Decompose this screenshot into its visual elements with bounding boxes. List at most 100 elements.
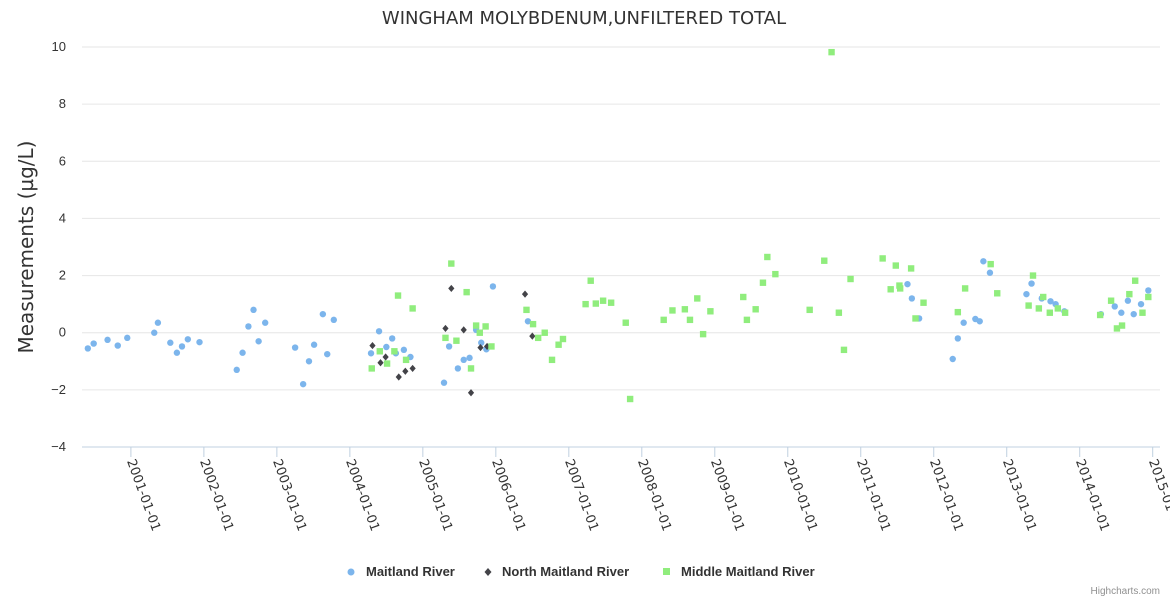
data-point[interactable]: [369, 341, 376, 350]
data-point[interactable]: [994, 290, 1001, 297]
data-point[interactable]: [669, 307, 676, 314]
data-point[interactable]: [555, 341, 562, 348]
data-point[interactable]: [291, 344, 299, 351]
data-point[interactable]: [324, 350, 331, 358]
data-point[interactable]: [694, 295, 701, 302]
data-point[interactable]: [196, 338, 203, 346]
data-point[interactable]: [482, 323, 489, 330]
data-point[interactable]: [559, 335, 567, 343]
data-point[interactable]: [305, 358, 313, 365]
data-point[interactable]: [383, 343, 390, 351]
data-point[interactable]: [454, 365, 462, 372]
data-point[interactable]: [896, 285, 904, 292]
data-point[interactable]: [1054, 305, 1062, 312]
legend-item-maitland[interactable]: Maitland River: [347, 564, 455, 579]
data-point[interactable]: [949, 355, 956, 363]
data-point[interactable]: [376, 348, 383, 355]
data-point[interactable]: [104, 336, 111, 344]
data-point[interactable]: [607, 299, 615, 306]
data-point[interactable]: [828, 48, 835, 56]
data-point[interactable]: [409, 305, 416, 312]
data-point[interactable]: [960, 319, 967, 326]
data-point[interactable]: [548, 356, 556, 364]
data-point[interactable]: [529, 320, 537, 328]
data-point[interactable]: [699, 330, 707, 338]
data-point[interactable]: [472, 322, 480, 329]
data-point[interactable]: [1131, 277, 1139, 284]
data-point[interactable]: [400, 346, 408, 354]
data-point[interactable]: [114, 342, 121, 349]
data-point[interactable]: [987, 260, 994, 268]
data-point[interactable]: [255, 338, 262, 345]
data-point[interactable]: [954, 308, 962, 316]
data-point[interactable]: [681, 306, 689, 313]
data-point[interactable]: [1145, 287, 1152, 294]
data-point[interactable]: [1096, 311, 1104, 319]
data-point[interactable]: [1124, 297, 1132, 304]
data-point[interactable]: [463, 288, 470, 296]
data-point[interactable]: [1035, 305, 1043, 312]
data-point[interactable]: [912, 315, 919, 322]
legend-item-north-maitland[interactable]: North Maitland River: [484, 564, 630, 579]
data-point[interactable]: [377, 359, 384, 367]
data-point[interactable]: [477, 343, 484, 352]
data-point[interactable]: [821, 257, 828, 264]
data-point[interactable]: [976, 318, 983, 325]
data-point[interactable]: [391, 348, 398, 355]
data-point[interactable]: [178, 343, 186, 350]
data-point[interactable]: [920, 299, 927, 306]
data-point[interactable]: [261, 319, 269, 326]
data-point[interactable]: [1139, 309, 1146, 316]
data-point[interactable]: [460, 356, 467, 364]
data-point[interactable]: [367, 350, 375, 357]
data-point[interactable]: [440, 379, 448, 386]
data-point[interactable]: [488, 343, 495, 350]
data-point[interactable]: [954, 335, 962, 342]
data-point[interactable]: [368, 365, 375, 372]
data-point[interactable]: [1023, 290, 1030, 298]
data-point[interactable]: [980, 258, 987, 265]
data-point[interactable]: [847, 275, 854, 283]
data-point[interactable]: [375, 328, 383, 335]
data-point[interactable]: [382, 353, 389, 361]
data-point[interactable]: [1047, 298, 1054, 305]
data-point[interactable]: [879, 255, 886, 262]
data-point[interactable]: [599, 297, 607, 304]
data-point[interactable]: [319, 310, 327, 318]
data-point[interactable]: [394, 292, 402, 299]
data-point[interactable]: [961, 285, 969, 292]
data-point[interactable]: [388, 335, 396, 342]
data-point[interactable]: [476, 329, 483, 336]
data-point[interactable]: [1040, 293, 1047, 301]
data-point[interactable]: [1025, 302, 1032, 309]
data-point[interactable]: [1118, 309, 1125, 316]
data-point[interactable]: [523, 306, 530, 314]
data-point[interactable]: [310, 341, 318, 348]
data-point[interactable]: [524, 318, 532, 325]
data-point[interactable]: [330, 316, 338, 324]
data-point[interactable]: [541, 329, 548, 336]
data-point[interactable]: [660, 316, 667, 324]
credits-link[interactable]: Highcharts.com: [1091, 586, 1160, 597]
data-point[interactable]: [582, 300, 589, 308]
data-point[interactable]: [448, 260, 455, 267]
data-point[interactable]: [154, 319, 162, 326]
data-point[interactable]: [743, 316, 751, 324]
data-point[interactable]: [167, 339, 174, 346]
data-point[interactable]: [908, 295, 916, 302]
data-point[interactable]: [402, 356, 410, 364]
data-point[interactable]: [442, 334, 449, 342]
data-point[interactable]: [1028, 280, 1035, 287]
data-point[interactable]: [442, 324, 449, 333]
data-point[interactable]: [521, 290, 529, 298]
data-point[interactable]: [124, 334, 131, 342]
data-point[interactable]: [453, 337, 460, 344]
data-point[interactable]: [173, 349, 181, 356]
data-point[interactable]: [483, 342, 491, 351]
data-point[interactable]: [489, 283, 497, 290]
data-point[interactable]: [466, 354, 473, 362]
data-point[interactable]: [622, 319, 629, 326]
data-point[interactable]: [409, 364, 416, 373]
data-point[interactable]: [887, 286, 894, 293]
data-point[interactable]: [239, 349, 246, 356]
